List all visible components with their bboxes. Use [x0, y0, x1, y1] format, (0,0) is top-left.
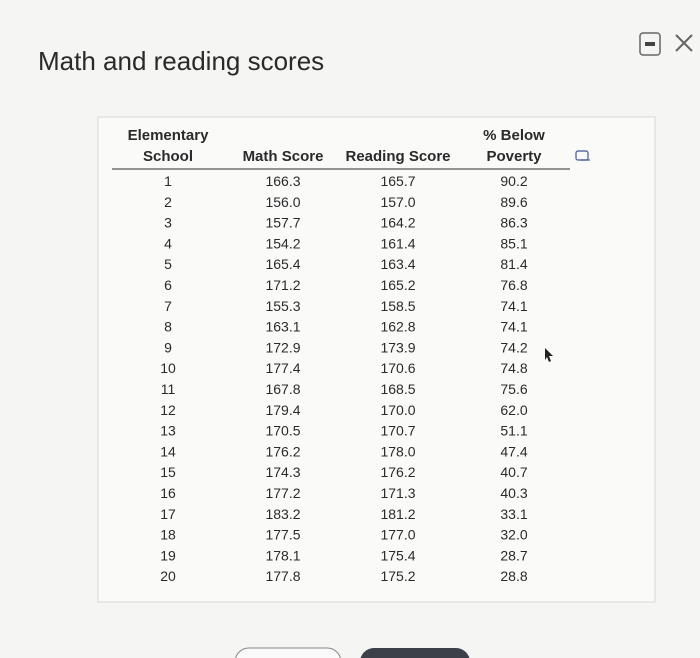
table-cell: 157.0: [380, 194, 415, 210]
table: Elementary School Math Score Reading Score%…: [128, 127, 546, 584]
table-cell: 86.3: [500, 215, 527, 231]
copy-icon[interactable]: [575, 150, 590, 161]
table-cell: 89.6: [500, 194, 527, 210]
table-cell: 4: [164, 235, 172, 251]
table-cell: 6: [164, 277, 172, 293]
table-cell: 12: [160, 402, 176, 418]
table-frame: [97, 116, 656, 603]
column-header: Poverty: [486, 148, 542, 165]
table-cell: 177.4: [265, 360, 300, 376]
column-header: Reading Score: [345, 148, 450, 165]
table-cell: 171.3: [380, 485, 415, 501]
table-cell: 168.5: [380, 381, 415, 397]
table-cell: 18: [160, 527, 176, 543]
table-cell: 177.8: [265, 568, 300, 584]
table-cell: 62.0: [500, 402, 527, 418]
minimize-button[interactable]: [639, 32, 661, 56]
table-cell: 165.4: [265, 256, 300, 272]
table-cell: 11: [161, 381, 176, 397]
close-button[interactable]: [675, 34, 693, 52]
table-cell: 32.0: [500, 527, 527, 543]
table-cell: 170.5: [265, 423, 300, 439]
table-cell: 161.4: [380, 235, 415, 251]
table-cell: 166.3: [265, 173, 300, 189]
table-cell: 154.2: [265, 235, 300, 251]
table-cell: 176.2: [265, 443, 300, 459]
table-cell: 167.8: [265, 381, 300, 397]
cursor: [545, 348, 553, 362]
page-title: Math and reading scores: [38, 46, 324, 76]
table-cell: 90.2: [500, 173, 527, 189]
table-cell: 75.6: [500, 381, 527, 397]
table-cell: 81.4: [500, 256, 527, 272]
table-cell: 9: [164, 339, 172, 355]
table-cell: 28.7: [500, 547, 527, 563]
table-cell: 3: [164, 215, 172, 231]
column-header: % Below: [483, 127, 545, 144]
button[interactable]: [235, 647, 341, 658]
button[interactable]: [360, 648, 470, 658]
table-cell: 17: [160, 506, 176, 522]
table-cell: 40.7: [500, 464, 527, 480]
table-cell: 158.5: [380, 298, 415, 314]
table-cell: 74.1: [500, 298, 527, 314]
table-cell: 76.8: [500, 277, 527, 293]
table-cell: 74.8: [500, 360, 527, 376]
table-cell: 156.0: [265, 194, 300, 210]
table-cell: 165.2: [380, 277, 415, 293]
table-cell: 14: [160, 443, 176, 459]
table-cell: 5: [164, 256, 172, 272]
column-header: Elementary: [128, 127, 210, 144]
table-cell: 10: [160, 360, 176, 376]
table-cell: 1: [164, 173, 172, 189]
table-cell: 47.4: [500, 443, 527, 459]
table-cell: 13: [160, 423, 176, 439]
table-cell: 20: [160, 568, 176, 584]
column-header: School: [143, 148, 193, 165]
table-cell: 40.3: [500, 485, 527, 501]
table-cell: 173.9: [380, 339, 415, 355]
table-cell: 178.0: [380, 443, 415, 459]
table-cell: 15: [160, 464, 176, 480]
table-cell: 162.8: [380, 319, 415, 335]
table-cell: 28.8: [500, 568, 527, 584]
table-cell: 177.2: [265, 485, 300, 501]
table-cell: 74.1: [500, 319, 527, 335]
table-cell: 7: [164, 298, 172, 314]
table-cell: 181.2: [380, 506, 415, 522]
table-cell: 172.9: [265, 339, 300, 355]
table-cell: 33.1: [500, 506, 527, 522]
table-cell: 170.7: [380, 423, 415, 439]
table-cell: 171.2: [265, 277, 300, 293]
table-cell: 164.2: [380, 215, 415, 231]
table-cell: 174.3: [265, 464, 300, 480]
table-cell: 157.7: [265, 215, 300, 231]
table-cell: 170.6: [380, 360, 415, 376]
table-cell: 183.2: [265, 506, 300, 522]
table-cell: 2: [164, 194, 172, 210]
table-cell: 51.1: [500, 423, 527, 439]
table-cell: 175.4: [380, 547, 415, 563]
table-cell: 178.1: [265, 547, 300, 563]
table-cell: 165.7: [380, 173, 415, 189]
table-cell: 19: [160, 547, 176, 563]
table-cell: 175.2: [380, 568, 415, 584]
column-header: Math Score: [243, 148, 324, 165]
table-cell: 163.4: [380, 256, 415, 272]
table-cell: 170.0: [380, 402, 415, 418]
table-cell: 8: [164, 319, 172, 335]
table-cell: 179.4: [265, 402, 300, 418]
table-cell: 176.2: [380, 464, 415, 480]
table-cell: 177.0: [380, 527, 415, 543]
table-cell: 163.1: [265, 319, 300, 335]
table-cell: 85.1: [500, 235, 527, 251]
table-cell: 177.5: [265, 527, 300, 543]
table-cell: 155.3: [265, 298, 300, 314]
table-cell: 16: [160, 485, 176, 501]
table-cell: 74.2: [500, 339, 527, 355]
